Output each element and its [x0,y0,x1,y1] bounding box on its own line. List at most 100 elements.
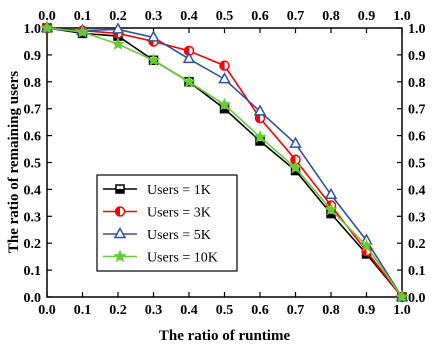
series-4-point [75,24,90,38]
legend-label-3: Users = 5K [147,228,211,243]
series-4-point [182,74,196,88]
x-tick-label-bottom: 0.0 [38,303,56,318]
series-4-point-shape [253,129,267,143]
series-3-point [147,30,160,42]
x-tick-label-bottom: 0.1 [74,303,92,318]
x-tick-label-bottom: 0.9 [358,303,376,318]
x-tick-label-top: 0.2 [109,9,127,24]
y-tick-label-right: 0.4 [408,183,426,198]
y-tick-label-right: 0.0 [408,291,426,306]
series-4-point [40,20,54,34]
y-axis-title: The ratio of remaining users [6,71,22,253]
series-3-point-shape [147,30,160,42]
y-tick-label-right: 0.2 [408,237,426,252]
y-tick-label-left: 0.0 [24,291,42,306]
y-tick-label-right: 0.1 [408,264,426,279]
x-tick-label-top: 0.8 [322,9,340,24]
y-tick-label-right: 1.0 [408,22,426,37]
x-tick-label-top: 0.0 [38,9,56,24]
series-4-point-shape [324,202,338,216]
series-3-point [289,136,302,148]
series-4-point-shape [75,24,90,38]
series-3-point-shape [253,104,267,116]
y-tick-label-left: 0.4 [24,183,42,198]
legend-marker-1-fill [116,189,124,193]
series-3-point [253,104,267,116]
series-2-point-fill [184,46,189,56]
y-tick-label-left: 0.5 [24,157,42,172]
x-tick-label-bottom: 0.6 [251,303,269,318]
y-tick-label-right: 0.3 [408,210,426,225]
series-4-point [395,289,409,303]
series-4-point [217,97,232,111]
series-4-point [253,129,267,143]
legend-marker-1 [115,184,125,194]
series-4-point-shape [217,97,232,111]
series-4-point [111,37,125,50]
series-group [40,20,409,303]
series-4-point-shape [146,53,161,67]
series-2-point-fill [220,61,225,71]
x-tick-label-bottom: 1.0 [393,303,411,318]
series-4-point-shape [111,37,125,50]
y-tick-label-left: 0.7 [24,103,42,118]
y-tick-label-left: 0.9 [24,49,42,64]
series-2-point [290,154,301,166]
x-tick-label-top: 1.0 [393,9,411,24]
x-tick-label-bottom: 0.8 [322,303,340,318]
series-4-point [359,238,374,252]
x-tick-label-top: 0.1 [74,9,92,24]
series-4-point [288,160,303,174]
series-1-point-fill [220,108,229,113]
y-tick-label-right: 0.7 [408,103,426,118]
legend-marker-2 [114,206,126,217]
x-axis-title: The ratio of runtime [159,328,291,344]
series-4-point-shape [359,238,374,252]
legend-marker-4-shape [113,249,127,263]
series-3-point [111,22,125,34]
y-tick-label-right: 0.8 [408,76,426,91]
series-1-point-fill [291,170,300,175]
y-tick-label-right: 0.6 [408,130,426,145]
y-tick-label-right: 0.5 [408,157,426,172]
series-3-point-shape [182,51,196,64]
x-tick-label-bottom: 0.3 [145,303,163,318]
y-tick-label-right: 0.9 [408,49,426,64]
legend-marker-3-shape [113,226,127,239]
legend-marker-2-fill [115,207,120,216]
y-tick-label-left: 0.6 [24,130,42,145]
series-2-point [219,60,230,71]
legend-label-2: Users = 3K [147,206,211,221]
series-2-point-fill [291,155,296,165]
series-4-point-shape [182,74,196,88]
x-tick-label-top: 0.3 [145,9,163,24]
series-3-point [182,51,196,64]
y-tick-label-left: 0.1 [24,264,42,279]
y-tick-label-left: 0.2 [24,237,42,252]
series-3-point [218,72,231,84]
series-1-point-fill [327,213,335,218]
x-tick-label-top: 0.7 [287,9,305,24]
series-4-point [146,53,161,67]
y-tick-label-left: 0.8 [24,76,42,91]
series-3-point-shape [111,22,125,34]
x-tick-label-top: 0.4 [180,9,198,24]
series-3-point [324,187,338,200]
series-4-point-shape [395,289,409,303]
legend-label-1: Users = 1K [147,183,211,198]
x-tick-label-top: 0.5 [216,9,234,24]
series-3-point-shape [218,72,231,84]
x-tick-label-top: 0.9 [358,9,376,24]
x-tick-label-bottom: 0.5 [216,303,234,318]
legend-label-4: Users = 10K [147,251,218,266]
x-tick-label-top: 0.6 [251,9,269,24]
x-tick-label-bottom: 0.7 [287,303,305,318]
series-2-point-fill [255,113,260,123]
series-4-point-shape [40,20,54,34]
series-3-point-shape [289,136,302,148]
series-4-point-shape [288,160,303,174]
legend: Users = 1K Users = 3K Users = 5K Users = 10… [96,174,238,272]
y-tick-label-left: 0.3 [24,210,42,225]
series-1-point-fill [256,140,264,145]
series-4-point [324,202,338,216]
